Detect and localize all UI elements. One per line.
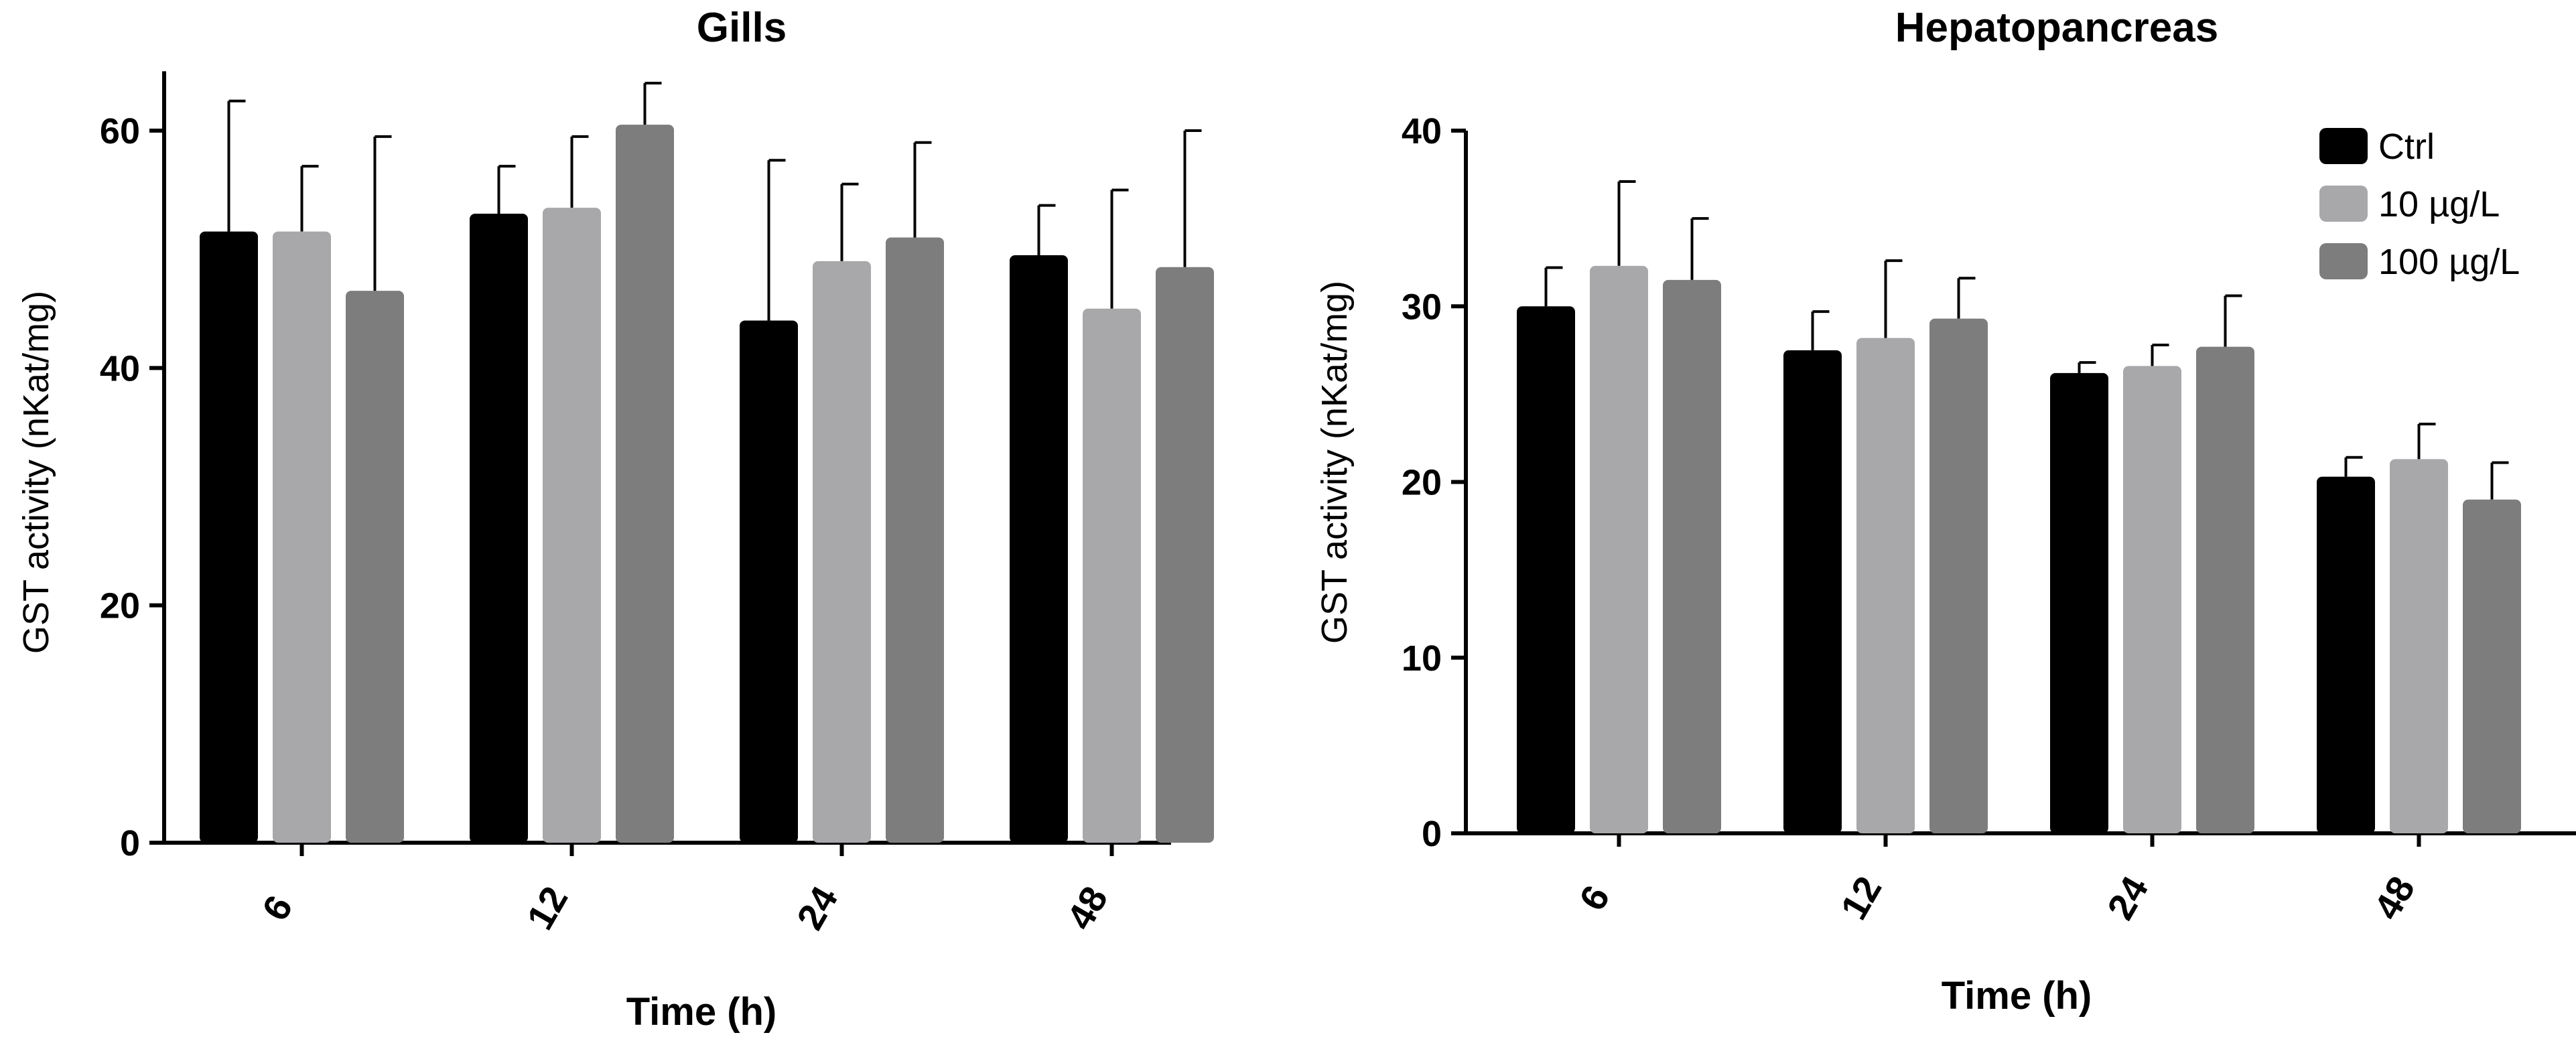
x-tick-label: 12 — [519, 880, 576, 936]
bar-100-g-l-6 — [1663, 279, 1721, 834]
y-tick-label: 0 — [1422, 814, 1442, 854]
x-axis-label: Time (h) — [1942, 974, 2092, 1018]
chart-title: Gills — [697, 5, 787, 51]
chart-hepatopancreas: Hepatopancreas GST activity (nKat/mg) Ti… — [1314, 5, 2576, 1018]
y-tick-label: 20 — [100, 586, 140, 626]
bar-100-g-l-48 — [2463, 499, 2521, 833]
x-tick-label: 12 — [1832, 870, 1890, 926]
y-axis-label: GST activity (nKat/mg) — [16, 291, 56, 654]
bar-100-g-l-6 — [346, 291, 404, 843]
y-tick-label: 60 — [100, 111, 140, 151]
bar-100-g-l-12 — [616, 125, 674, 843]
bar-10-g-l-6 — [273, 231, 331, 843]
bar-ctrl-48 — [2317, 476, 2375, 833]
x-tick-label: 6 — [1571, 878, 1618, 917]
legend-swatch-ctrl — [2319, 128, 2368, 164]
x-tick-label: 48 — [2366, 870, 2423, 926]
bar-ctrl-12 — [1783, 350, 1842, 833]
x-tick-label: 48 — [1059, 880, 1116, 936]
bar-ctrl-24 — [740, 320, 798, 843]
bar-ctrl-12 — [470, 214, 528, 843]
bar-100-g-l-48 — [1156, 267, 1214, 843]
bar-10-g-l-24 — [2123, 366, 2181, 833]
bar-100-g-l-24 — [886, 237, 944, 843]
bar-100-g-l-24 — [2196, 346, 2254, 833]
legend-swatch-10 — [2319, 186, 2368, 222]
y-tick-label: 40 — [100, 348, 140, 389]
bar-10-g-l-12 — [543, 208, 601, 843]
bar-ctrl-6 — [200, 231, 258, 843]
y-tick-label: 0 — [120, 823, 140, 863]
plot-area: 0 20 40 60 6 12 24 48 — [100, 71, 1214, 936]
legend-label-10: 10 µg/L — [2378, 184, 2500, 224]
bar-10-g-l-6 — [1590, 265, 1648, 833]
bar-10-g-l-48 — [2390, 459, 2448, 833]
bar-100-g-l-12 — [1929, 318, 1988, 833]
y-tick-label: 20 — [1402, 463, 1442, 503]
y-tick-label: 10 — [1402, 638, 1442, 679]
x-axis-label: Time (h) — [626, 990, 777, 1034]
bar-ctrl-24 — [2050, 372, 2108, 833]
bar-ctrl-6 — [1517, 306, 1575, 833]
bar-10-g-l-24 — [813, 261, 871, 843]
chart-gills: Gills GST activity (nKat/mg) Time (h) 0 2… — [16, 5, 1214, 1034]
x-tick-label: 6 — [254, 888, 301, 927]
bar-ctrl-48 — [1010, 255, 1068, 843]
y-tick-label: 30 — [1402, 287, 1442, 327]
plot-area: 0 10 20 30 40 6 12 24 48 — [1402, 111, 2576, 926]
bar-10-g-l-48 — [1083, 308, 1141, 843]
x-tick-label: 24 — [789, 880, 846, 936]
y-tick-label: 40 — [1402, 111, 1442, 151]
legend-label-ctrl: Ctrl — [2378, 127, 2435, 167]
x-tick-label: 24 — [2099, 870, 2157, 926]
legend-label-100: 100 µg/L — [2378, 242, 2520, 282]
chart-title: Hepatopancreas — [1895, 5, 2218, 51]
bar-10-g-l-12 — [1856, 338, 1915, 834]
legend-swatch-100 — [2319, 243, 2368, 279]
y-axis-label: GST activity (nKat/mg) — [1314, 281, 1355, 644]
legend: Ctrl 10 µg/L 100 µg/L — [2319, 127, 2520, 282]
